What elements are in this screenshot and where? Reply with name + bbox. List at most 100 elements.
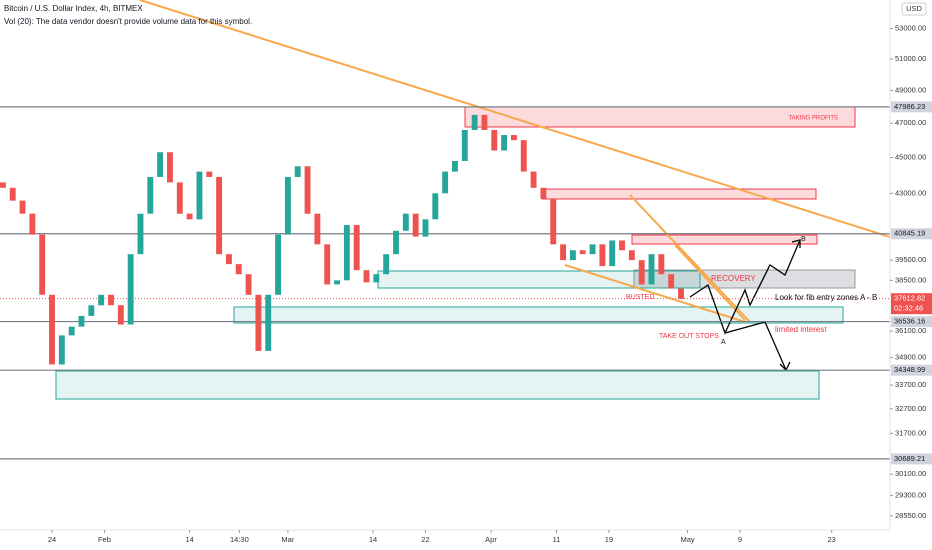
x-tick-label: 22 <box>421 535 429 544</box>
y-tick-label: 28550.00 <box>895 511 926 520</box>
candle-body <box>383 254 390 275</box>
annotation: Look for fib entry zones A - B <box>775 293 877 302</box>
candle-body <box>402 213 409 231</box>
annotation: B <box>801 236 806 243</box>
candle-body <box>471 114 478 130</box>
y-tick-label: 51000.00 <box>895 54 926 63</box>
trendline <box>629 194 751 323</box>
candle-body <box>0 182 6 188</box>
candle-body <box>137 213 144 255</box>
x-tick-label: Feb <box>98 535 111 544</box>
candle-body <box>284 176 291 235</box>
countdown: 02:32:46 <box>894 304 923 313</box>
x-tick-label: 24 <box>48 535 56 544</box>
candle-body <box>304 166 311 214</box>
candle-body <box>206 171 213 177</box>
arrow-head <box>779 361 791 372</box>
x-tick-label: Apr <box>485 535 497 544</box>
level-label: 47986.23 <box>894 102 925 111</box>
candle-body <box>186 213 193 220</box>
candle-body <box>324 244 331 285</box>
candle-body <box>19 200 26 214</box>
candle-body <box>353 225 360 271</box>
candle-body <box>196 171 203 220</box>
candle-body <box>510 135 517 141</box>
candle-body <box>560 244 567 261</box>
candle-body <box>619 240 625 251</box>
zone-teal <box>55 370 820 400</box>
zone-red <box>541 188 817 200</box>
candle-body <box>569 250 576 261</box>
candle-body <box>39 234 46 295</box>
x-tick-label: May <box>680 535 694 544</box>
annotation: TAKING PROFITS <box>788 116 838 122</box>
candle-body <box>422 219 429 237</box>
candle-body <box>599 244 606 267</box>
trendline <box>564 264 746 323</box>
currency-box <box>901 2 927 16</box>
x-tick-label: 14 <box>369 535 377 544</box>
candle-body <box>393 230 399 255</box>
candles <box>0 114 684 365</box>
level-label: 34348.99 <box>894 365 925 374</box>
candle-body <box>176 182 183 214</box>
candle-body <box>147 176 154 214</box>
candle-body <box>167 152 173 183</box>
level-label: 40845.19 <box>894 229 925 238</box>
x-tick-label: 9 <box>738 535 742 544</box>
x-tick-label: 23 <box>828 535 836 544</box>
candle-body <box>638 260 645 285</box>
y-tick-label: 31700.00 <box>895 428 926 437</box>
candle-body <box>88 305 95 316</box>
x-tick-label: 14 <box>185 535 193 544</box>
candle-body <box>432 193 439 220</box>
currency: USD <box>906 4 922 13</box>
level-label: 36536.16 <box>894 317 925 326</box>
trendline <box>674 244 746 321</box>
annotation: BUSTED <box>626 294 654 301</box>
trendline <box>139 0 891 238</box>
x-tick-label: 14:30 <box>230 535 249 544</box>
x-tick-label: Mar <box>281 535 294 544</box>
zone-gray <box>633 269 856 289</box>
candle-body <box>216 176 223 255</box>
y-tick-label: 45000.00 <box>895 152 926 161</box>
candle-body <box>648 254 655 285</box>
candle-body <box>265 294 272 351</box>
arrow-head <box>791 239 801 248</box>
candle-body <box>294 166 301 177</box>
candle-body <box>78 315 85 327</box>
candle-body <box>225 254 232 265</box>
candle-body <box>245 274 252 295</box>
zone-red <box>631 234 818 245</box>
candle-body <box>314 213 321 245</box>
last-price-label: 37612.82 <box>894 294 925 303</box>
candle-body <box>98 294 105 306</box>
candle-body <box>668 274 675 289</box>
y-tick-label: 53000.00 <box>895 24 926 33</box>
y-tick-label: 49000.00 <box>895 85 926 94</box>
candle-body <box>540 187 547 199</box>
y-tick-label: 38500.00 <box>895 275 926 284</box>
candle-body <box>412 213 419 237</box>
candle-body <box>255 294 262 351</box>
candle-body <box>157 152 164 177</box>
x-tick-label: 11 <box>553 535 561 544</box>
candle-body <box>530 171 537 188</box>
candle-body <box>108 294 114 306</box>
candle-body <box>609 240 616 267</box>
last-price-box <box>891 293 932 315</box>
candle-body <box>501 135 508 151</box>
candle-body <box>550 198 557 245</box>
candle-body <box>442 171 449 194</box>
candle-body <box>334 280 340 285</box>
zone-teal <box>233 306 844 324</box>
level-label: 30689.21 <box>894 454 925 463</box>
candle-body <box>58 335 65 365</box>
candle-body <box>678 288 684 299</box>
annotation: limited interest <box>775 325 827 334</box>
candle-body <box>235 264 242 275</box>
chart-title: Bitcoin / U.S. Dollar Index, 4h, BITMEX <box>4 4 143 13</box>
y-tick-label: 34900.00 <box>895 353 926 362</box>
